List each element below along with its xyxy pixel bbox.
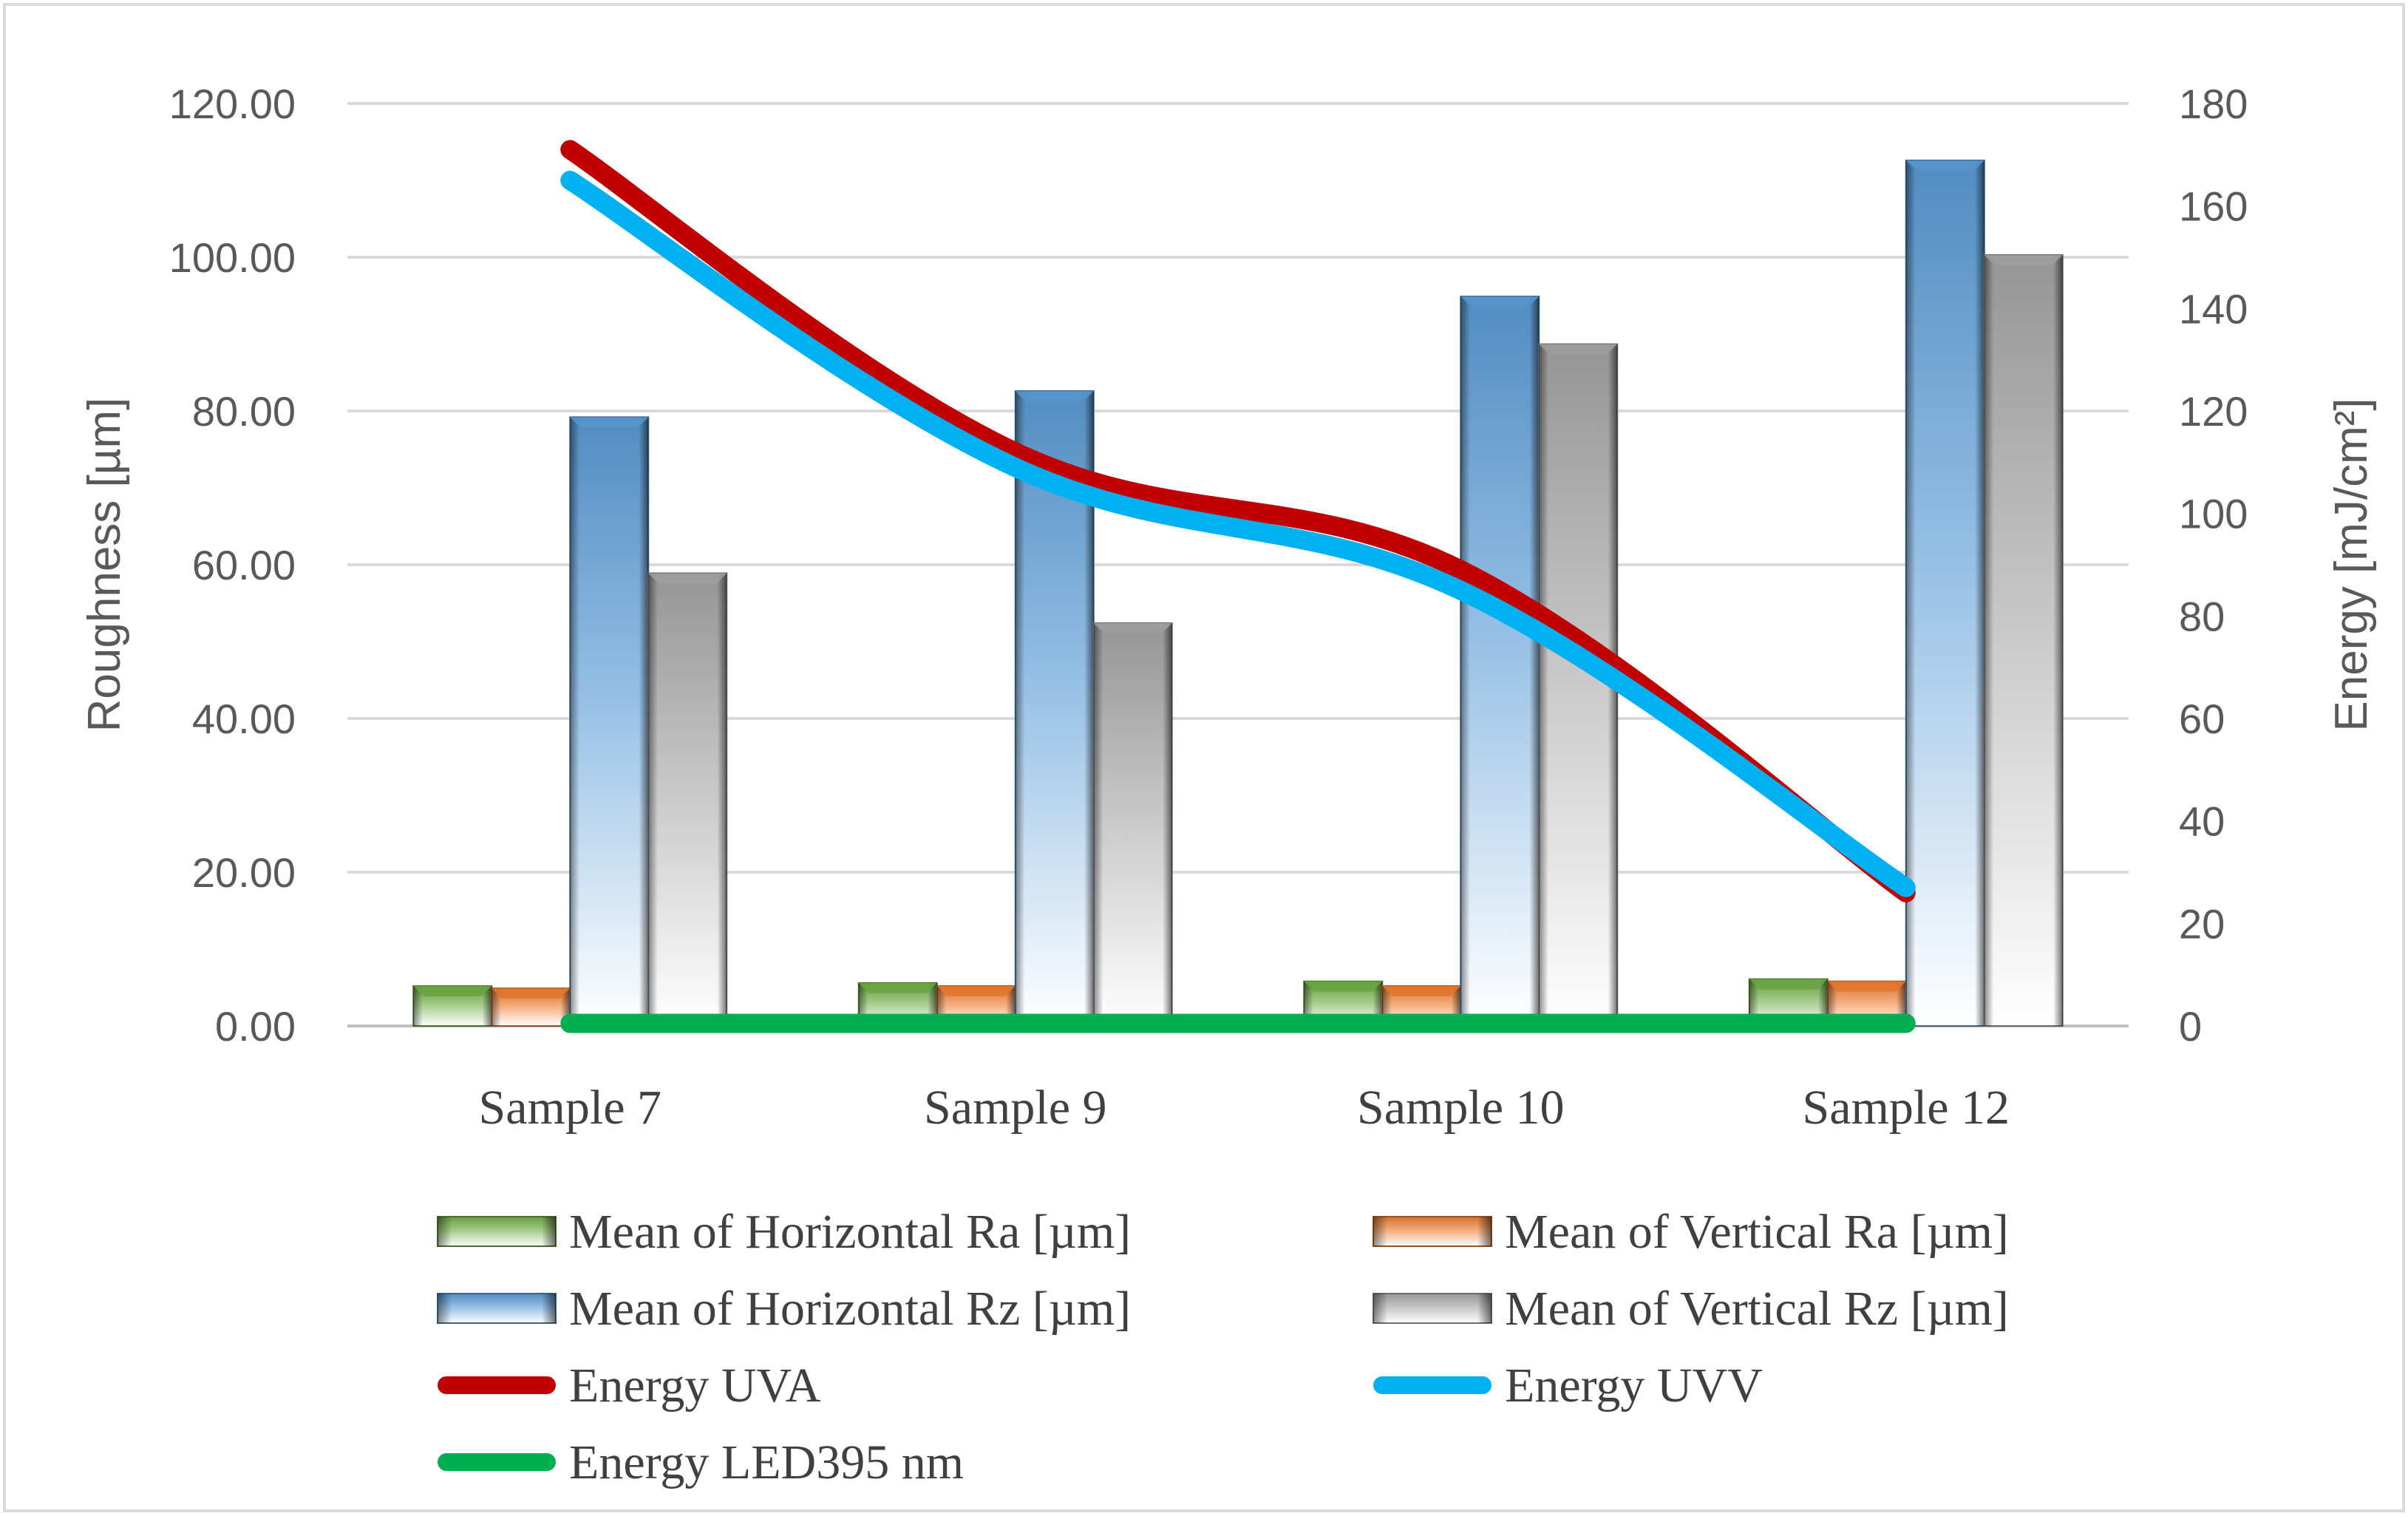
legend-label: Energy UVA [569, 1359, 821, 1413]
y2-tick-label: 40 [2179, 798, 2225, 845]
legend-label: Mean of Vertical Ra [µm] [1505, 1205, 2009, 1259]
y-tick-label: 20.00 [192, 849, 296, 896]
y2-tick-label: 120 [2179, 388, 2248, 435]
x-tick-label-sample-10: Sample 10 [1357, 1081, 1564, 1135]
bar-mean-of-horizontal-rz-m-sample-12 [1905, 159, 1985, 1027]
legend-item-energy-uva: Energy UVA [438, 1359, 821, 1413]
y-tick-label: 80.00 [192, 388, 296, 435]
y2-tick-label: 20 [2179, 900, 2225, 947]
y-tick-label: 40.00 [192, 696, 296, 742]
legend-item-mean-of-horizontal-rz-m: Mean of Horizontal Rz [µm] [437, 1282, 1131, 1336]
y2-tick-label: 60 [2179, 696, 2225, 742]
legend-item-mean-of-horizontal-ra-m: Mean of Horizontal Ra [µm] [437, 1205, 1131, 1259]
bar-mean-of-horizontal-rz-m-sample-10 [1460, 296, 1540, 1027]
y-tick-label: 0.00 [215, 1003, 296, 1050]
bar-mean-of-vertical-rz-m-sample-9 [1092, 622, 1173, 1027]
legend-label: Energy UVV [1505, 1359, 1763, 1413]
legend-item-energy-uvv: Energy UVV [1373, 1359, 1763, 1413]
bar-mean-of-horizontal-rz-m-sample-7 [569, 416, 650, 1027]
y-tick-label: 120.00 [169, 81, 296, 127]
bar-mean-of-vertical-rz-m-sample-7 [647, 572, 728, 1027]
y2-tick-label: 180 [2179, 81, 2248, 127]
y-tick-label: 100.00 [169, 234, 296, 281]
legend-label: Mean of Vertical Rz [µm] [1505, 1282, 2009, 1336]
legend-item-mean-of-vertical-ra-m: Mean of Vertical Ra [µm] [1373, 1205, 2009, 1259]
legend-label: Mean of Horizontal Ra [µm] [569, 1205, 1131, 1259]
legend-label: Mean of Horizontal Rz [µm] [569, 1282, 1131, 1336]
y2-tick-label: 100 [2179, 491, 2248, 537]
legend-label: Energy LED395 nm [569, 1435, 964, 1489]
y2-axis-title: Energy [mJ/cm²] [2326, 398, 2377, 731]
bar-mean-of-vertical-ra-m-sample-7 [491, 988, 571, 1027]
y2-tick-label: 80 [2179, 593, 2225, 639]
y2-tick-label: 0 [2179, 1003, 2202, 1050]
line-energy-uvv [560, 171, 1916, 897]
x-tick-label-sample-7: Sample 7 [479, 1081, 661, 1135]
bar-mean-of-vertical-rz-m-sample-10 [1538, 343, 1619, 1027]
x-tick-label-sample-12: Sample 12 [1803, 1081, 2010, 1135]
x-tick-label-sample-9: Sample 9 [924, 1081, 1106, 1135]
bar-mean-of-vertical-rz-m-sample-12 [1983, 254, 2064, 1027]
legend-item-energy-led395-nm: Energy LED395 nm [438, 1435, 964, 1489]
y2-tick-label: 140 [2179, 285, 2248, 332]
legend-item-mean-of-vertical-rz-m: Mean of Vertical Rz [µm] [1373, 1282, 2009, 1336]
bar-mean-of-horizontal-ra-m-sample-7 [412, 985, 493, 1027]
y-axis-title: Roughness [µm] [79, 398, 130, 733]
y2-tick-label: 160 [2179, 183, 2248, 230]
y-tick-label: 60.00 [192, 542, 296, 588]
